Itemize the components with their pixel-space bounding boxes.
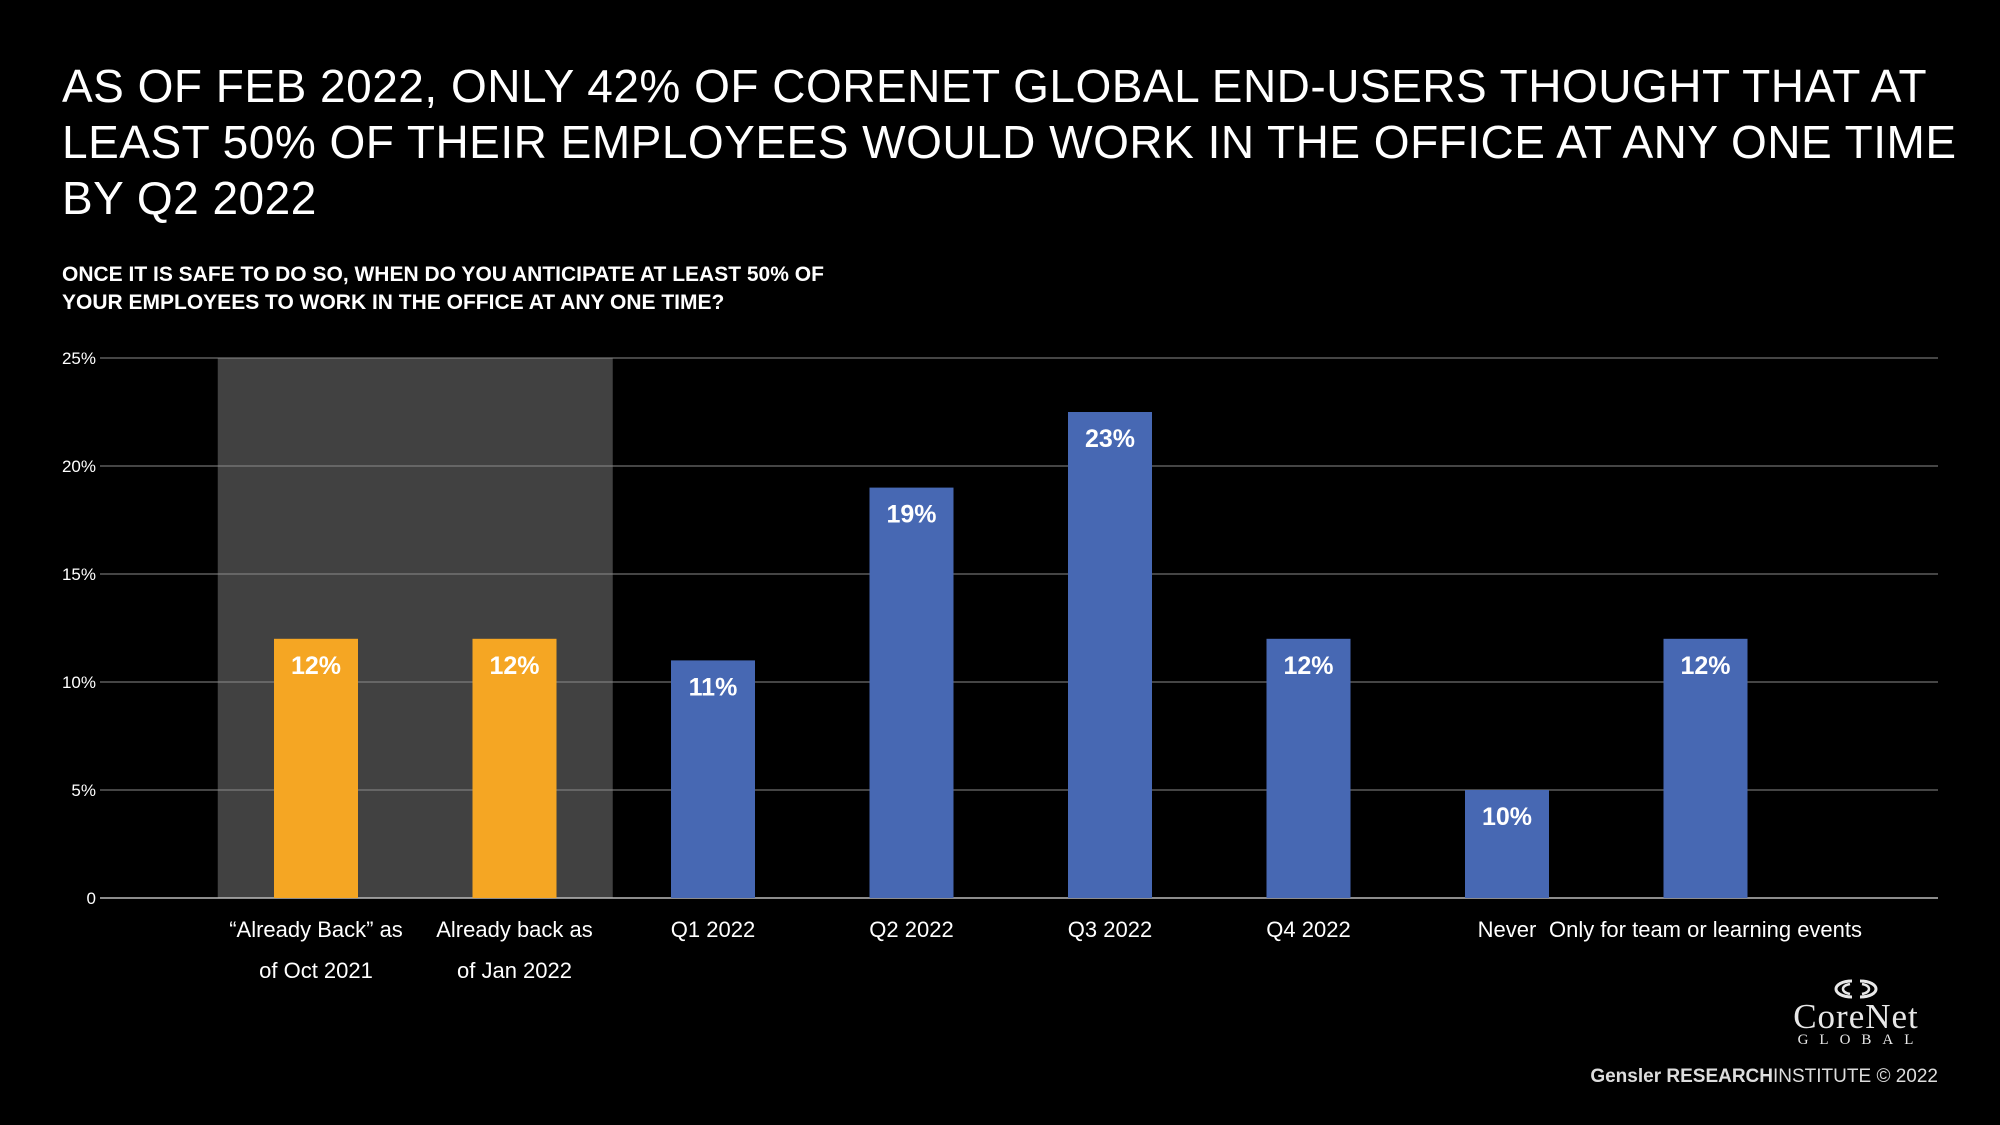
corenet-logo-icon — [1834, 979, 1878, 999]
bar — [1465, 790, 1549, 898]
bar — [671, 660, 755, 898]
x-tick-label: Q3 2022 — [1068, 917, 1152, 942]
logo-subtitle: GLOBAL — [1797, 1032, 1925, 1048]
corenet-logo: CoreNet GLOBAL — [1776, 978, 1936, 1049]
x-tick-label: of Oct 2021 — [259, 958, 373, 983]
data-label: 19% — [886, 501, 936, 529]
bar — [1266, 638, 1351, 898]
x-tick-label: of Jan 2022 — [457, 958, 572, 983]
chart-title: As of Feb 2022, only 42% of CoreNet Glob… — [62, 60, 1957, 224]
data-label: 23% — [1085, 425, 1135, 453]
credit-brand: Gensler — [1590, 1066, 1662, 1087]
y-axis: 0 5% 10% 15% 20% 25% — [62, 349, 96, 908]
chart-subtitle: Once it is safe to do so, when do you an… — [62, 263, 824, 314]
data-labels: 12% 12% 11% 19% 23% 12% 10% 12% — [291, 425, 1731, 831]
y-tick-label: 25% — [62, 349, 96, 368]
bar — [472, 638, 557, 898]
credit-institute: INSTITUTE — [1773, 1066, 1872, 1087]
bar — [1663, 638, 1748, 898]
data-label: 11% — [689, 673, 738, 701]
data-label: 12% — [1680, 652, 1730, 680]
data-label: 12% — [291, 652, 341, 680]
y-tick-label: 20% — [62, 457, 96, 476]
source-credit: Gensler RESEARCHINSTITUTE © 2022 — [1590, 1066, 1938, 1088]
data-label: 10% — [1482, 803, 1532, 831]
bar — [869, 487, 954, 898]
x-tick-label: Already back as — [436, 917, 593, 942]
x-tick-label: Never — [1478, 917, 1537, 942]
x-tick-label: Only for team or learning events — [1549, 917, 1862, 942]
logo-wordmark: CoreNet — [1793, 997, 1919, 1036]
x-axis: “Already Back” as of Oct 2021 Already back… — [229, 917, 1862, 983]
x-tick-label: Q4 2022 — [1266, 917, 1350, 942]
credit-year: © 2022 — [1876, 1066, 1938, 1087]
bar — [1068, 412, 1152, 898]
x-tick-label: Q2 2022 — [869, 917, 953, 942]
y-tick-label: 15% — [62, 565, 96, 584]
y-tick-label: 10% — [62, 673, 96, 692]
bar — [274, 638, 358, 898]
x-tick-label: “Already Back” as — [229, 917, 403, 942]
data-label: 12% — [489, 652, 539, 680]
data-label: 12% — [1283, 652, 1333, 680]
y-tick-label: 5% — [71, 781, 96, 800]
y-tick-label: 0 — [87, 889, 96, 908]
bars — [274, 412, 1748, 898]
x-tick-label: Q1 2022 — [671, 917, 755, 942]
credit-research: RESEARCH — [1666, 1066, 1773, 1087]
gridlines — [100, 357, 1938, 899]
